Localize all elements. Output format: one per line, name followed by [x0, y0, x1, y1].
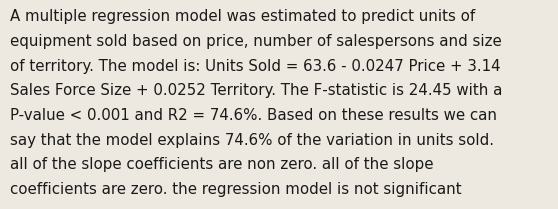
Text: of territory. The model is: Units Sold = 63.6 - 0.0247 Price + 3.14: of territory. The model is: Units Sold =…	[10, 59, 501, 74]
Text: say that the model explains 74.6% of the variation in units sold.: say that the model explains 74.6% of the…	[10, 133, 494, 148]
Text: equipment sold based on price, number of salespersons and size: equipment sold based on price, number of…	[10, 34, 502, 49]
Text: A multiple regression model was estimated to predict units of: A multiple regression model was estimate…	[10, 9, 475, 24]
Text: all of the slope coefficients are non zero. all of the slope: all of the slope coefficients are non ze…	[10, 157, 434, 172]
Text: coefficients are zero. the regression model is not significant: coefficients are zero. the regression mo…	[10, 182, 461, 197]
Text: Sales Force Size + 0.0252 Territory. The F-statistic is 24.45 with a: Sales Force Size + 0.0252 Territory. The…	[10, 83, 502, 98]
Text: P-value < 0.001 and R2 = 74.6%. Based on these results we can: P-value < 0.001 and R2 = 74.6%. Based on…	[10, 108, 497, 123]
